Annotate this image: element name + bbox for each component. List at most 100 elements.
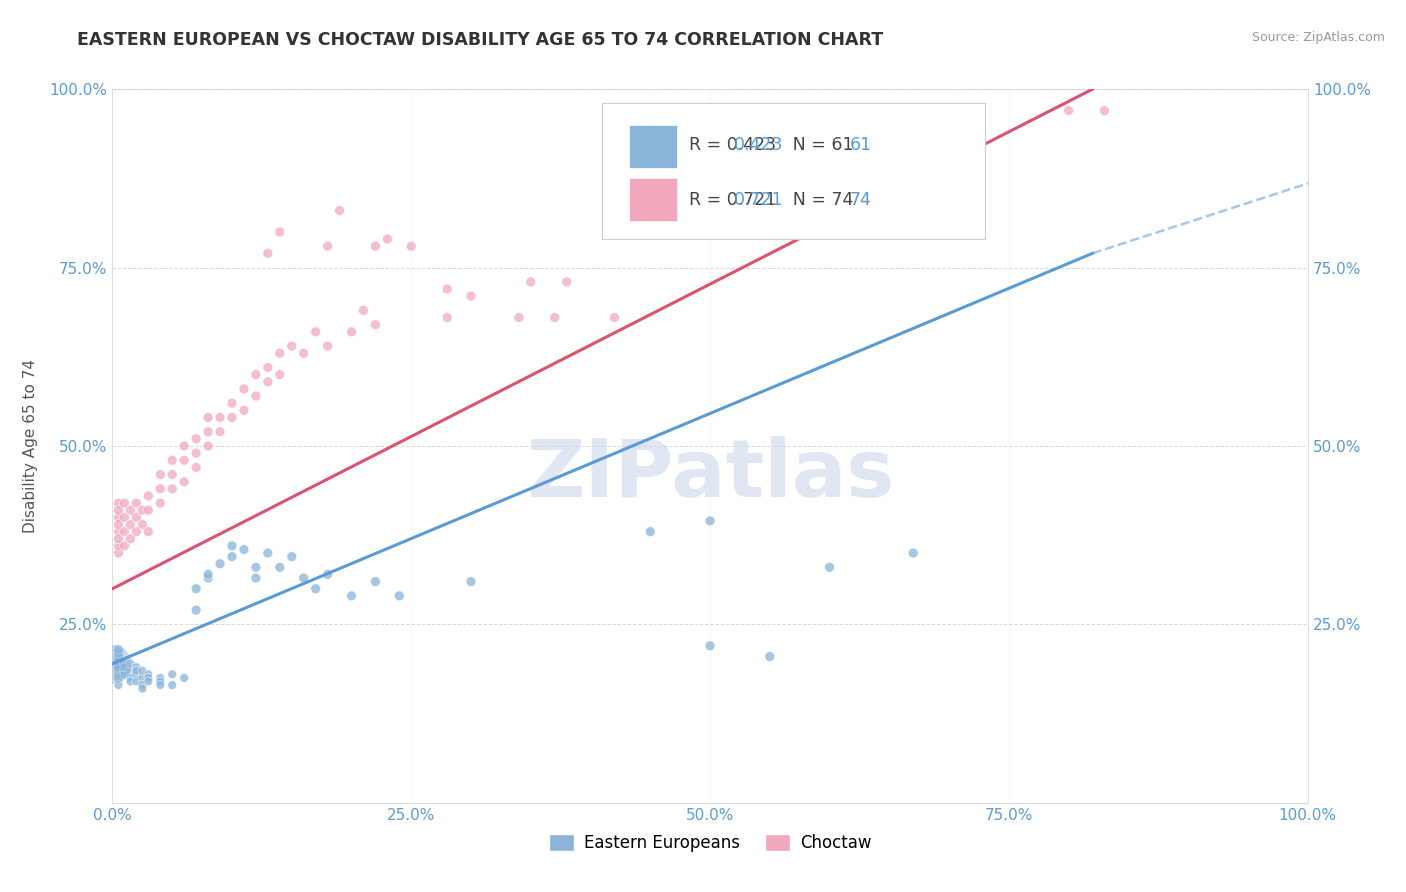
Text: R = 0.423   N = 61: R = 0.423 N = 61 xyxy=(689,136,853,153)
Point xyxy=(245,389,267,403)
Point xyxy=(149,467,172,482)
Point xyxy=(257,246,280,260)
Point xyxy=(197,425,219,439)
Point xyxy=(114,496,135,510)
Point xyxy=(149,482,172,496)
Point xyxy=(269,368,291,382)
Point xyxy=(305,582,328,596)
Point xyxy=(114,539,135,553)
Point xyxy=(162,678,183,692)
Point xyxy=(101,657,124,671)
Point xyxy=(125,660,148,674)
Text: R = 0.721   N = 74: R = 0.721 N = 74 xyxy=(689,191,853,209)
Point xyxy=(281,549,304,564)
Point xyxy=(138,671,160,685)
Point xyxy=(329,203,352,218)
Point xyxy=(903,546,925,560)
Point xyxy=(1057,103,1080,118)
Point xyxy=(221,539,243,553)
Point xyxy=(107,503,129,517)
Point xyxy=(520,275,543,289)
Text: 0.423: 0.423 xyxy=(734,136,783,153)
Point xyxy=(460,289,482,303)
Point xyxy=(759,649,782,664)
Point xyxy=(114,667,135,681)
Point xyxy=(138,674,160,689)
Point xyxy=(120,503,142,517)
Y-axis label: Disability Age 65 to 74: Disability Age 65 to 74 xyxy=(22,359,38,533)
FancyBboxPatch shape xyxy=(628,178,676,221)
Point xyxy=(245,368,267,382)
Point xyxy=(1094,103,1116,118)
Point xyxy=(114,524,135,539)
Point xyxy=(186,582,208,596)
Point xyxy=(388,589,411,603)
Text: 74: 74 xyxy=(849,191,872,209)
Point xyxy=(340,589,363,603)
Point xyxy=(138,667,160,681)
Point xyxy=(197,571,219,585)
Point xyxy=(460,574,482,589)
Point xyxy=(233,542,256,557)
Point xyxy=(125,674,148,689)
Text: ZIPatlas: ZIPatlas xyxy=(526,435,894,514)
Point xyxy=(114,664,135,678)
Point xyxy=(149,496,172,510)
Point xyxy=(186,460,208,475)
Point xyxy=(114,657,135,671)
Point xyxy=(197,439,219,453)
Point xyxy=(292,346,315,360)
Point xyxy=(107,642,129,657)
Point xyxy=(131,517,153,532)
Point xyxy=(269,225,291,239)
Point xyxy=(107,539,129,553)
Point xyxy=(209,557,232,571)
Point xyxy=(292,571,315,585)
Point xyxy=(209,425,232,439)
Point xyxy=(377,232,399,246)
Point xyxy=(138,524,160,539)
Point xyxy=(120,532,142,546)
Point xyxy=(131,671,153,685)
Point xyxy=(107,546,129,560)
Point xyxy=(221,410,243,425)
Point xyxy=(257,375,280,389)
Point xyxy=(640,524,662,539)
Point xyxy=(120,657,142,671)
Point xyxy=(699,639,721,653)
Point xyxy=(107,524,129,539)
Point xyxy=(162,453,183,467)
Point xyxy=(305,325,328,339)
Point xyxy=(131,664,153,678)
Point xyxy=(162,467,183,482)
Point xyxy=(107,646,129,660)
Point xyxy=(138,503,160,517)
Point xyxy=(316,239,339,253)
Point xyxy=(316,567,339,582)
Point xyxy=(120,674,142,689)
Point xyxy=(186,432,208,446)
Point xyxy=(555,275,578,289)
Point xyxy=(603,310,626,325)
Point xyxy=(281,339,304,353)
Point xyxy=(107,657,129,671)
Point xyxy=(114,510,135,524)
Point xyxy=(107,678,129,692)
Point xyxy=(173,475,195,489)
Point xyxy=(364,239,387,253)
Point xyxy=(186,446,208,460)
Point xyxy=(401,239,423,253)
Legend: Eastern Europeans, Choctaw: Eastern Europeans, Choctaw xyxy=(543,827,877,859)
Point xyxy=(107,510,129,524)
Point xyxy=(107,517,129,532)
Point xyxy=(107,496,129,510)
Point xyxy=(316,339,339,353)
Point xyxy=(245,560,267,574)
Point xyxy=(149,678,172,692)
Point xyxy=(245,571,267,585)
Point xyxy=(233,382,256,396)
Point xyxy=(107,653,129,667)
Point xyxy=(699,514,721,528)
Point xyxy=(107,649,129,664)
Point xyxy=(209,410,232,425)
